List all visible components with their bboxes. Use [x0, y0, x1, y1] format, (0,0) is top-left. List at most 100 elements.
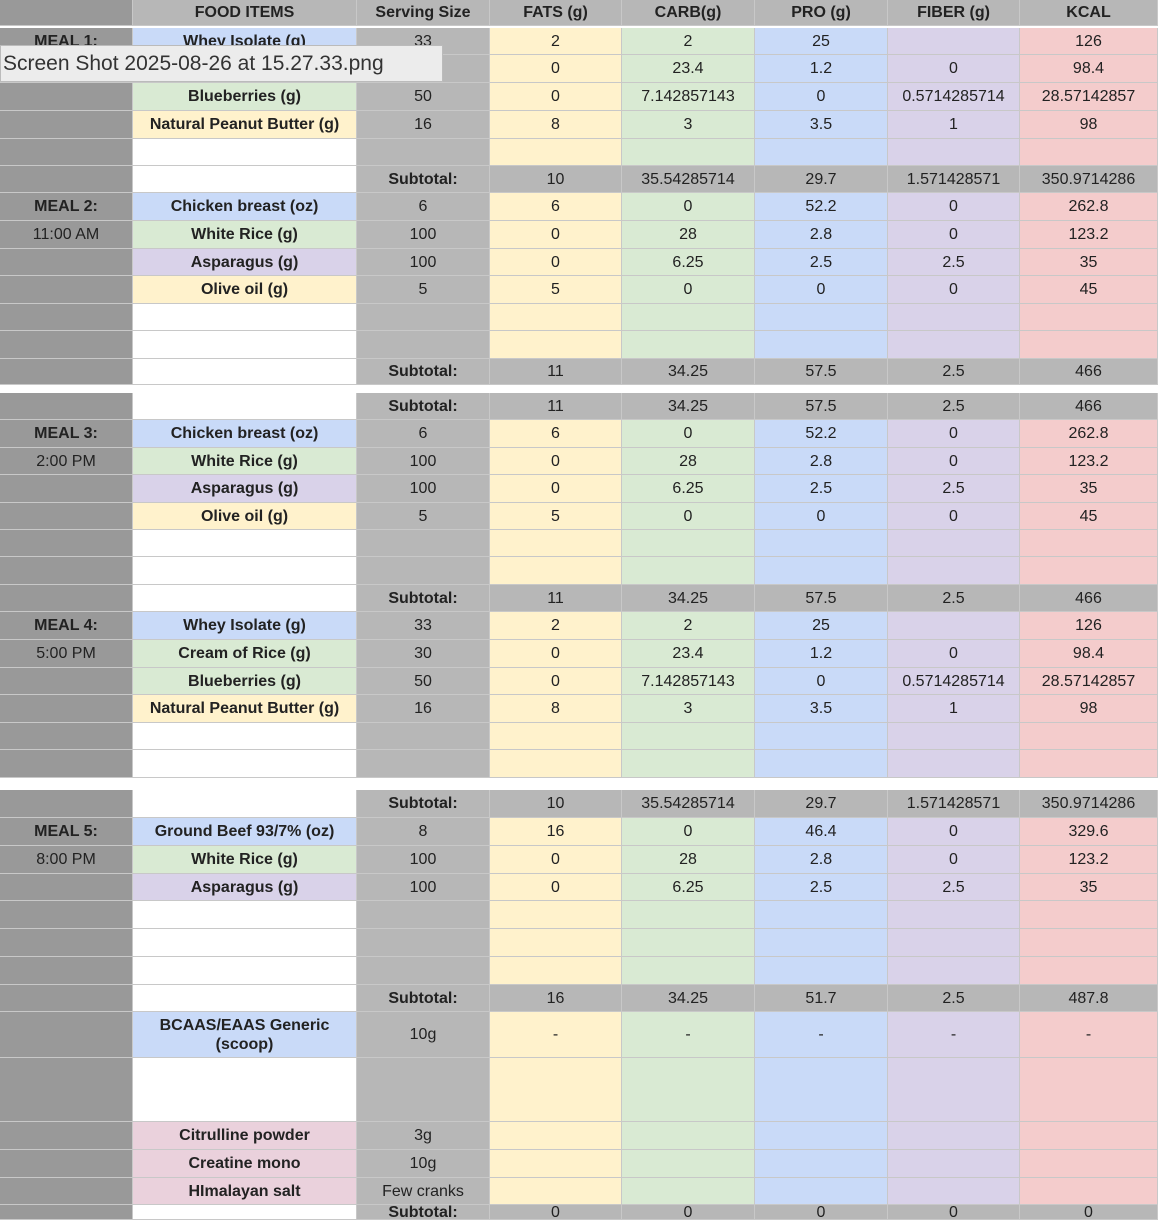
empty-cell: [755, 901, 888, 929]
meal-label: [0, 1150, 133, 1178]
value-cell: [490, 1178, 622, 1205]
value-cell: 0.5714285714: [888, 83, 1020, 111]
value-cell: 329.6: [1020, 818, 1158, 846]
value-cell: 2.5: [888, 475, 1020, 503]
empty-cell: [622, 304, 755, 331]
empty-cell: [622, 929, 755, 957]
empty-cell: [755, 304, 888, 331]
empty-cell: [133, 750, 357, 778]
value-cell: 2.8: [755, 448, 888, 475]
value-cell: 100: [357, 448, 490, 475]
value-cell: 1.2: [755, 55, 888, 83]
meal-label: MEAL 4:: [0, 612, 133, 640]
value-cell: 28: [622, 846, 755, 874]
empty-cell: [490, 901, 622, 929]
value-cell: 33: [357, 612, 490, 640]
value-cell: 28.57142857: [1020, 83, 1158, 111]
empty-cell: [0, 1058, 133, 1122]
value-cell: 34.25: [622, 393, 755, 420]
value-cell: [490, 1122, 622, 1150]
value-cell: 28: [622, 221, 755, 249]
value-cell: 0: [755, 276, 888, 304]
value-cell: 262.8: [1020, 193, 1158, 221]
value-cell: 100: [357, 249, 490, 276]
empty-cell: [357, 957, 490, 985]
value-cell: 16: [490, 985, 622, 1012]
value-cell: 0: [622, 193, 755, 221]
empty-cell: [0, 929, 133, 957]
value-cell: 16: [357, 695, 490, 723]
empty-cell: [888, 1058, 1020, 1122]
value-cell: 1.571428571: [888, 166, 1020, 193]
food-item: Chicken breast (oz): [133, 193, 357, 221]
subtotal-label: Subtotal:: [357, 393, 490, 420]
value-cell: 28: [622, 448, 755, 475]
meal-label: [0, 1178, 133, 1205]
meal-label: 5:00 PM: [0, 640, 133, 668]
empty-cell: [490, 957, 622, 985]
value-cell: -: [490, 1012, 622, 1058]
meal-label: 11:00 AM: [0, 221, 133, 249]
meal-label: [0, 695, 133, 723]
empty-cell: [622, 901, 755, 929]
value-cell: 2.5: [888, 874, 1020, 901]
value-cell: 25: [755, 612, 888, 640]
empty-cell: [755, 557, 888, 585]
value-cell: 0: [622, 276, 755, 304]
food-item: [133, 1205, 357, 1220]
value-cell: 123.2: [1020, 448, 1158, 475]
value-cell: 30: [357, 640, 490, 668]
empty-cell: [755, 139, 888, 166]
meal-label: [0, 503, 133, 530]
empty-cell: [755, 723, 888, 750]
value-cell: 0: [490, 55, 622, 83]
food-item: HImalayan salt: [133, 1178, 357, 1205]
empty-cell: [133, 901, 357, 929]
empty-cell: [357, 530, 490, 557]
food-item: White Rice (g): [133, 448, 357, 475]
value-cell: 16: [357, 111, 490, 139]
value-cell: 1.571428571: [888, 790, 1020, 818]
value-cell: 2.8: [755, 221, 888, 249]
empty-cell: [0, 139, 133, 166]
value-cell: 123.2: [1020, 221, 1158, 249]
value-cell: 35: [1020, 475, 1158, 503]
value-cell: 34.25: [622, 585, 755, 612]
value-cell: 50: [357, 668, 490, 695]
meal-label: [0, 249, 133, 276]
value-cell: [622, 1150, 755, 1178]
value-cell: 0.5714285714: [888, 668, 1020, 695]
value-cell: 3: [622, 111, 755, 139]
empty-cell: [888, 750, 1020, 778]
value-cell: 0: [1020, 1204, 1158, 1220]
value-cell: 6: [490, 193, 622, 221]
value-cell: 23.4: [622, 640, 755, 668]
meal-label: [0, 1012, 133, 1058]
value-cell: 57.5: [755, 393, 888, 420]
header-cell: FOOD ITEMS: [133, 0, 357, 26]
value-cell: 3: [622, 695, 755, 723]
food-item: Cream of Rice (g): [133, 640, 357, 668]
empty-cell: [133, 139, 357, 166]
value-cell: 0: [755, 503, 888, 530]
empty-cell: [490, 530, 622, 557]
value-cell: [888, 1122, 1020, 1150]
value-cell: 0: [490, 1204, 622, 1220]
food-item: Asparagus (g): [133, 874, 357, 901]
empty-cell: [755, 929, 888, 957]
empty-cell: [133, 530, 357, 557]
value-cell: [755, 1150, 888, 1178]
value-cell: 25: [755, 28, 888, 55]
value-cell: 45: [1020, 503, 1158, 530]
subtotal-label: Subtotal:: [357, 1204, 490, 1220]
empty-cell: [133, 557, 357, 585]
value-cell: 487.8: [1020, 985, 1158, 1012]
empty-cell: [755, 1058, 888, 1122]
value-cell: 0: [888, 193, 1020, 221]
header-cell: [0, 0, 133, 26]
subtotal-label: Subtotal:: [357, 985, 490, 1012]
meal-label: [0, 475, 133, 503]
value-cell: 0: [755, 83, 888, 111]
value-cell: 466: [1020, 359, 1158, 385]
value-cell: 6: [357, 193, 490, 221]
